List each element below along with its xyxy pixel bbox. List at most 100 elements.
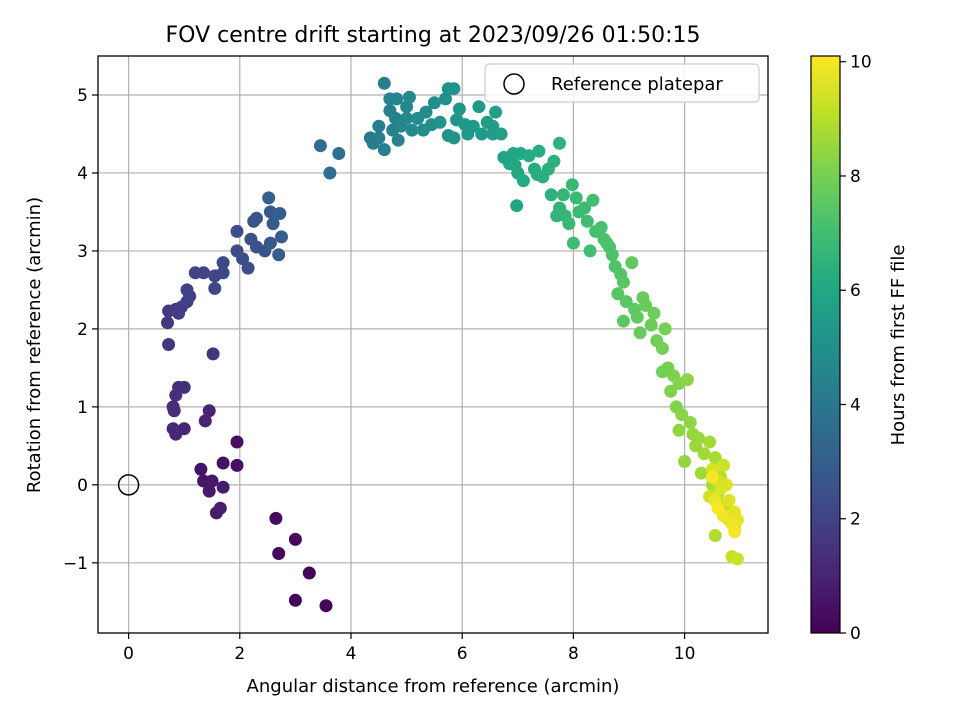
- scatter-point: [400, 111, 414, 125]
- scatter-point: [630, 310, 644, 324]
- scatter-point: [678, 455, 692, 468]
- scatter-point: [172, 306, 186, 320]
- scatter-point: [216, 456, 230, 470]
- scatter-point: [194, 462, 208, 476]
- scatter-point: [272, 248, 286, 262]
- scatter-point: [372, 119, 386, 133]
- scatter-point: [475, 127, 489, 141]
- scatter-point: [566, 236, 580, 250]
- scatter-point: [586, 193, 600, 207]
- scatter-point: [672, 423, 686, 437]
- scatter-point: [275, 230, 288, 244]
- scatter-point: [169, 388, 183, 402]
- x-tick-label: 0: [123, 644, 134, 664]
- scatter-point: [241, 261, 255, 275]
- scatter-point: [569, 191, 583, 205]
- scatter-point: [177, 380, 191, 394]
- scatter-point: [633, 326, 647, 340]
- scatter-point: [683, 416, 697, 429]
- x-tick-label: 10: [674, 644, 696, 664]
- colorbar-tick-label: 0: [850, 624, 861, 644]
- scatter-point: [510, 199, 524, 213]
- scatter-point: [680, 373, 694, 387]
- scatter-point: [402, 90, 416, 104]
- scatter-point: [332, 147, 346, 160]
- scatter-point: [708, 451, 722, 465]
- y-tick-label: 4: [77, 164, 88, 184]
- x-tick-label: 8: [568, 644, 579, 664]
- scatter-point: [703, 435, 717, 449]
- scatter-point: [405, 123, 419, 137]
- scatter-point: [522, 149, 536, 163]
- scatter-point: [722, 493, 736, 507]
- colorbar-label: Hours from first FF file: [888, 245, 909, 446]
- legend: Reference platepar: [484, 63, 760, 103]
- scatter-point: [639, 299, 653, 312]
- scatter-point: [419, 105, 433, 119]
- scatter-point: [705, 470, 719, 484]
- scatter-point: [427, 96, 441, 110]
- scatter-point: [697, 447, 711, 461]
- x-axis-label: Angular distance from reference (arcmin): [247, 676, 620, 697]
- scatter-point: [600, 236, 614, 250]
- scatter-point: [377, 143, 391, 157]
- scatter-point: [647, 306, 661, 320]
- y-tick-label: 0: [77, 476, 88, 496]
- scatter-point: [658, 322, 672, 336]
- scatter-point: [694, 466, 708, 480]
- scatter-point: [250, 211, 263, 225]
- scatter-point: [556, 188, 570, 202]
- colorbar-tick-label: 2: [850, 510, 861, 530]
- scatter-point: [562, 217, 576, 231]
- scatter-point: [169, 427, 183, 441]
- scatter-point: [616, 314, 630, 328]
- scatter-point: [302, 566, 316, 580]
- scatter-point: [269, 511, 283, 525]
- scatter-point: [486, 119, 500, 133]
- scatter-point: [565, 178, 579, 192]
- scatter-point: [675, 408, 689, 422]
- scatter-point: [553, 136, 566, 150]
- scatter-point: [372, 131, 386, 145]
- scatter-point: [272, 547, 286, 560]
- legend-box: [484, 63, 760, 103]
- scatter-point: [323, 166, 337, 180]
- scatter-point: [578, 201, 591, 215]
- scatter-point: [452, 102, 466, 116]
- y-tick-label: −1: [63, 554, 88, 574]
- scatter-point: [167, 404, 181, 418]
- scatter-point: [508, 158, 522, 172]
- scatter-point: [198, 414, 212, 428]
- scatter-point: [266, 217, 280, 231]
- scatter-point: [216, 266, 230, 280]
- x-tick-label: 6: [457, 644, 468, 664]
- y-tick-label: 2: [77, 320, 88, 340]
- scatter-point: [391, 133, 405, 147]
- colorbar-tick-label: 10: [850, 53, 872, 73]
- scatter-point: [206, 347, 220, 361]
- colorbar: [810, 55, 841, 634]
- colorbar-tick-label: 4: [850, 395, 861, 415]
- x-tick-label: 2: [234, 644, 245, 664]
- plot-frame: [97, 55, 769, 634]
- scatter-point: [655, 365, 669, 379]
- scatter-point: [262, 191, 276, 205]
- scatter-point: [532, 144, 546, 158]
- scatter-point: [619, 295, 633, 309]
- scatter-point: [208, 281, 222, 295]
- scatter-point: [655, 341, 669, 355]
- scatter-point: [416, 123, 430, 137]
- legend-entry-reference: Reference platepar: [551, 74, 723, 95]
- scatter-point: [711, 501, 725, 515]
- chart-title: FOV centre drift starting at 2023/09/26 …: [166, 23, 701, 48]
- scatter-point: [273, 207, 287, 220]
- scatter-point: [313, 139, 327, 153]
- y-tick-label: 3: [77, 242, 88, 262]
- scatter-point: [717, 458, 730, 472]
- scatter-point: [594, 221, 608, 234]
- scatter-point: [728, 525, 742, 539]
- y-axis-ticks: −1 0 1 2 3 4 5: [63, 86, 98, 574]
- x-axis-ticks: 0 2 4 6 8 10: [123, 633, 695, 664]
- scatter-point: [489, 105, 503, 119]
